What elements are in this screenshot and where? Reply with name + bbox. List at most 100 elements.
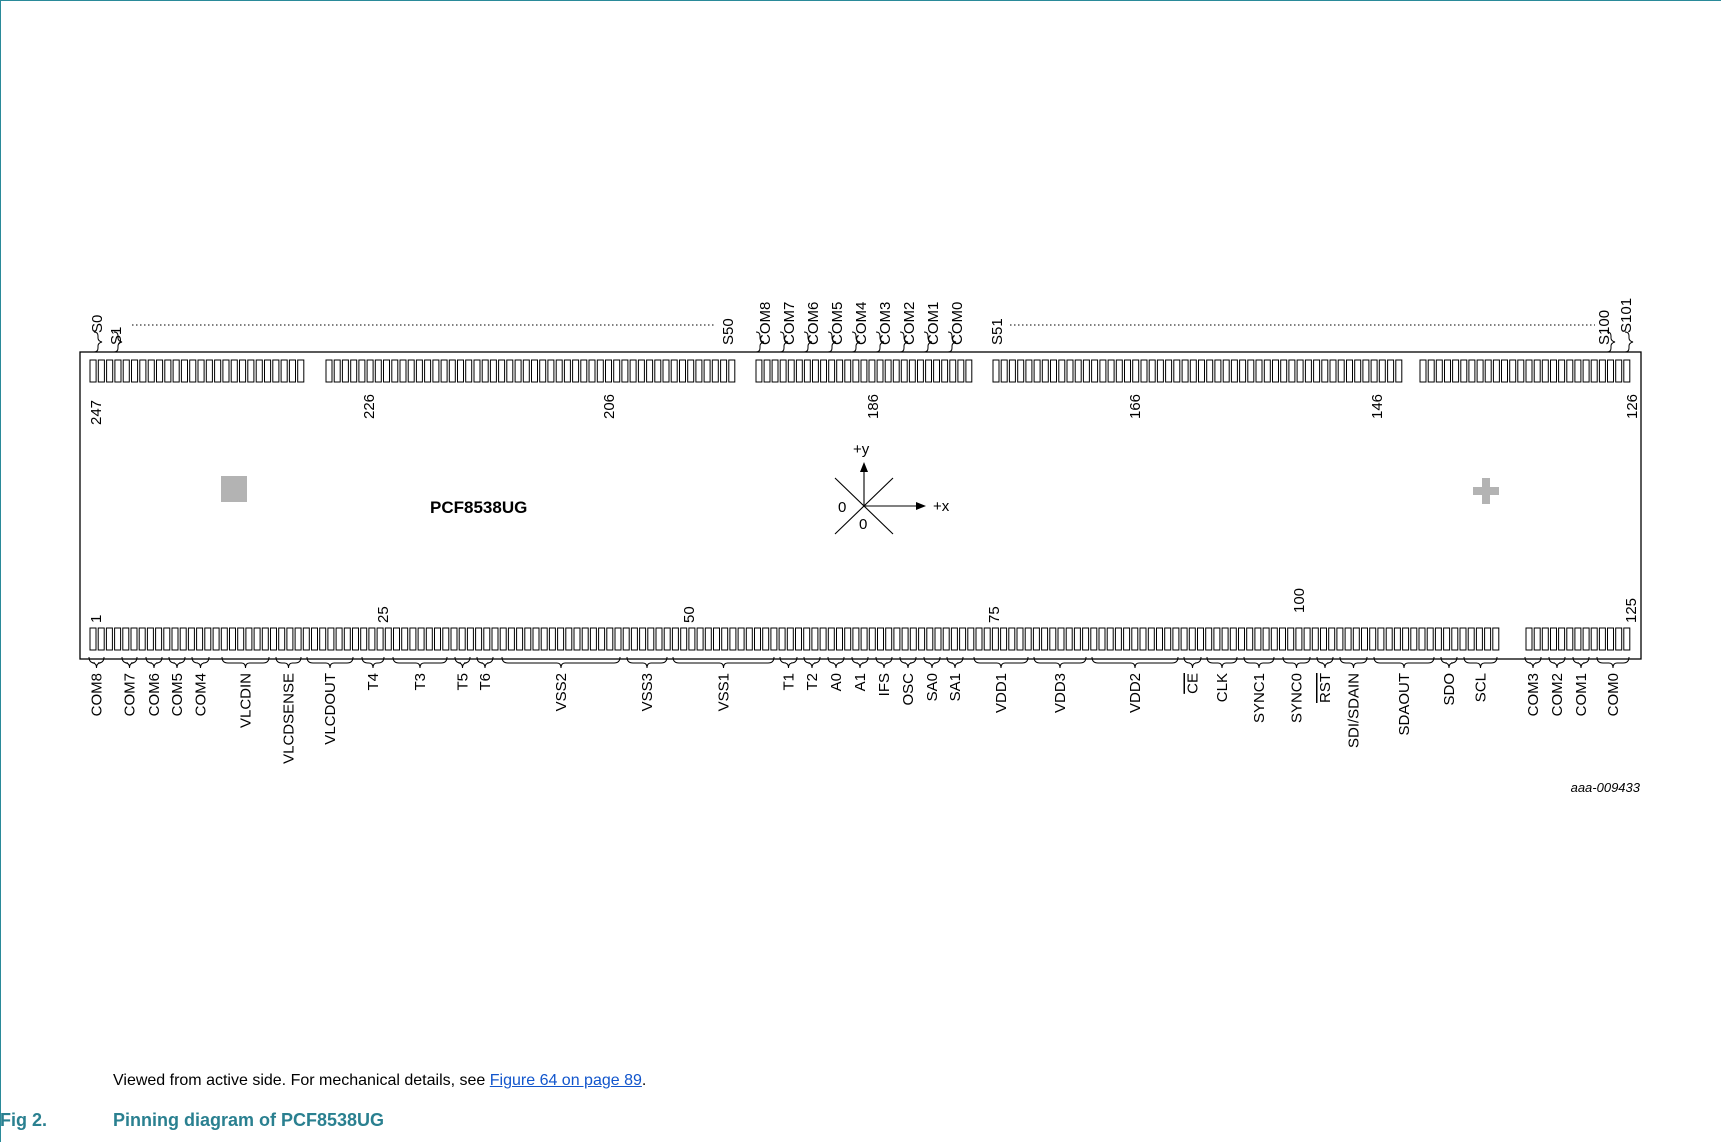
pad (457, 359, 464, 383)
pad (1354, 359, 1362, 383)
pin-brace (875, 656, 893, 669)
pad (1172, 627, 1180, 651)
pad (622, 627, 630, 651)
signal-label: SCL (1473, 673, 1490, 702)
pin-brace (1373, 656, 1435, 669)
pad (613, 359, 621, 383)
pin-brace (1440, 656, 1458, 669)
pad (828, 359, 836, 383)
label-s0: S0 (89, 315, 106, 333)
pad (131, 359, 139, 383)
signal-label: SA0 (924, 673, 941, 701)
pad (901, 627, 909, 651)
pin-brace (947, 331, 957, 353)
pad (959, 627, 967, 651)
pad (811, 627, 819, 651)
pad (1395, 359, 1403, 383)
pad (212, 627, 220, 651)
pad (280, 359, 288, 383)
pad (122, 359, 130, 383)
pad (1131, 627, 1139, 651)
pin-number: 100 (1291, 588, 1308, 613)
pad (1262, 627, 1270, 651)
pad (1239, 359, 1247, 383)
signal-label: VLCDIN (238, 673, 255, 728)
pad (311, 627, 318, 651)
pin-brace (1183, 656, 1202, 669)
pad (407, 359, 415, 383)
pad (655, 627, 663, 651)
figure-link[interactable]: Figure 64 on page 89 (489, 1072, 642, 1089)
axes-symbol (834, 468, 916, 535)
pad (164, 359, 172, 383)
pad (696, 627, 704, 651)
pin-brace (113, 331, 123, 353)
pad (1041, 359, 1049, 383)
pad (516, 627, 524, 651)
x-arrow-head (916, 502, 926, 510)
pin-brace (1033, 656, 1087, 669)
pad (1623, 359, 1631, 383)
pad (247, 359, 255, 383)
pin-number: 1 (88, 615, 105, 623)
pin-brace (1282, 656, 1311, 669)
pad (1008, 359, 1016, 383)
pad (1033, 359, 1041, 383)
pin-brace (827, 331, 837, 353)
pad (366, 359, 374, 383)
pad (1000, 359, 1008, 383)
pad (646, 359, 654, 383)
pad (448, 359, 456, 383)
pad (138, 627, 146, 651)
pad (540, 627, 548, 651)
pad (908, 359, 916, 383)
pad (1328, 627, 1336, 651)
label-s100: S100 (1596, 310, 1613, 345)
pin-brace (1206, 656, 1238, 669)
pad (572, 359, 580, 383)
label-top-com: COM8 (757, 302, 774, 345)
pad (465, 359, 473, 383)
pad (498, 359, 506, 383)
pin-brace (1316, 656, 1334, 669)
pin-number: 50 (681, 606, 698, 623)
pin-brace (779, 656, 798, 669)
figure-code: aaa-009433 (1571, 780, 1641, 795)
pad (1206, 359, 1214, 383)
pad (1475, 627, 1483, 651)
pad (1132, 359, 1140, 383)
pad (1173, 359, 1181, 383)
pad (214, 359, 222, 383)
figure-note: Viewed from active side. For mechanical … (113, 1072, 646, 1090)
pad (1369, 627, 1377, 651)
pad (1280, 359, 1288, 383)
pad (1615, 627, 1623, 651)
pin-number: 186 (865, 394, 882, 419)
pad (1525, 359, 1533, 383)
note-tail: . (641, 1072, 647, 1089)
pad (1393, 627, 1401, 651)
pad (1311, 627, 1319, 651)
pad (1098, 627, 1106, 651)
pad (425, 627, 433, 651)
pad (1156, 359, 1164, 383)
pad (1270, 627, 1278, 651)
pad (621, 359, 629, 383)
signal-label: VDD3 (1052, 673, 1069, 713)
pad (1288, 359, 1296, 383)
pad (671, 627, 679, 651)
pad (1615, 359, 1623, 383)
pad (820, 359, 827, 383)
pad (335, 627, 343, 651)
pad (179, 627, 187, 651)
signal-label: VDD2 (1127, 673, 1144, 713)
pad (860, 627, 868, 651)
pad (327, 627, 335, 651)
pad (1361, 627, 1368, 651)
pad (1188, 627, 1196, 651)
pad (909, 627, 917, 651)
pad (1370, 359, 1378, 383)
pad (934, 627, 942, 651)
signal-label: T2 (804, 673, 821, 691)
pad (1180, 627, 1188, 651)
